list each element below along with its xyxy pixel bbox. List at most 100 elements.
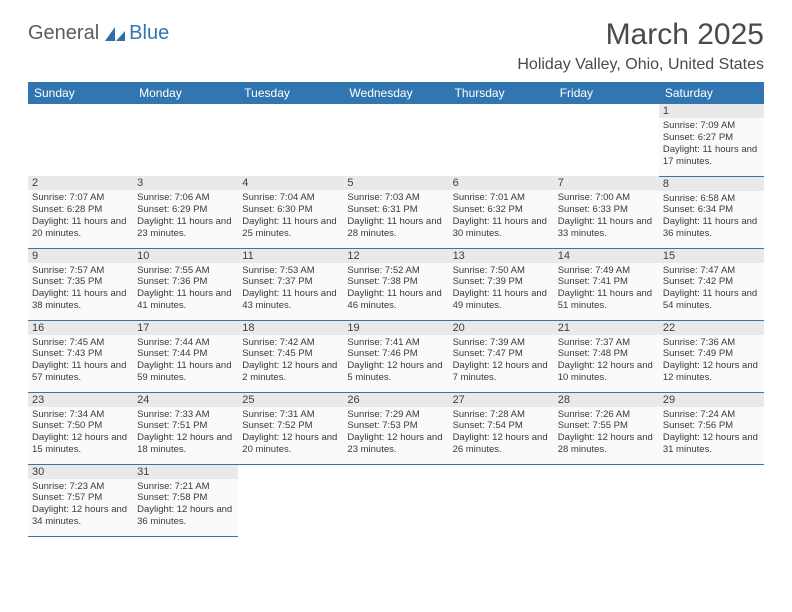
weekday-header: Tuesday <box>238 82 343 104</box>
day-number: 24 <box>133 393 238 407</box>
calendar-day-cell: 22 Sunrise: 7:36 AMSunset: 7:49 PMDayligh… <box>659 320 764 392</box>
weekday-header: Friday <box>554 82 659 104</box>
calendar-day-cell: 15 Sunrise: 7:47 AMSunset: 7:42 PMDayligh… <box>659 248 764 320</box>
day-number: 30 <box>28 465 133 479</box>
day-info: Sunrise: 7:47 AMSunset: 7:42 PMDaylight:… <box>663 265 760 313</box>
logo-word-1: General <box>28 22 99 45</box>
calendar-day-cell <box>343 464 448 536</box>
day-info: Sunrise: 7:52 AMSunset: 7:38 PMDaylight:… <box>347 265 444 313</box>
day-number: 19 <box>343 321 448 335</box>
day-number: 14 <box>554 249 659 263</box>
day-number: 22 <box>659 321 764 335</box>
day-number: 1 <box>659 104 764 118</box>
weekday-header-row: Sunday Monday Tuesday Wednesday Thursday… <box>28 82 764 104</box>
calendar-day-cell: 30 Sunrise: 7:23 AMSunset: 7:57 PMDayligh… <box>28 464 133 536</box>
day-number: 15 <box>659 249 764 263</box>
calendar-day-cell: 12 Sunrise: 7:52 AMSunset: 7:38 PMDayligh… <box>343 248 448 320</box>
month-title: March 2025 <box>517 18 764 52</box>
day-info: Sunrise: 7:21 AMSunset: 7:58 PMDaylight:… <box>137 481 234 529</box>
day-number: 18 <box>238 321 343 335</box>
weekday-header: Thursday <box>449 82 554 104</box>
calendar-day-cell: 2 Sunrise: 7:07 AMSunset: 6:28 PMDaylight… <box>28 176 133 248</box>
calendar-day-cell <box>28 104 133 176</box>
weekday-header: Wednesday <box>343 82 448 104</box>
day-info: Sunrise: 7:06 AMSunset: 6:29 PMDaylight:… <box>137 192 234 240</box>
day-info: Sunrise: 7:53 AMSunset: 7:37 PMDaylight:… <box>242 265 339 313</box>
day-number: 11 <box>238 249 343 263</box>
calendar-day-cell: 10 Sunrise: 7:55 AMSunset: 7:36 PMDayligh… <box>133 248 238 320</box>
calendar-day-cell <box>343 104 448 176</box>
day-info: Sunrise: 7:07 AMSunset: 6:28 PMDaylight:… <box>32 192 129 240</box>
day-info: Sunrise: 7:57 AMSunset: 7:35 PMDaylight:… <box>32 265 129 313</box>
calendar-day-cell: 23 Sunrise: 7:34 AMSunset: 7:50 PMDayligh… <box>28 392 133 464</box>
day-number: 21 <box>554 321 659 335</box>
day-info: Sunrise: 7:55 AMSunset: 7:36 PMDaylight:… <box>137 265 234 313</box>
day-number: 5 <box>343 176 448 190</box>
day-number: 12 <box>343 249 448 263</box>
calendar-day-cell: 18 Sunrise: 7:42 AMSunset: 7:45 PMDayligh… <box>238 320 343 392</box>
day-info: Sunrise: 7:39 AMSunset: 7:47 PMDaylight:… <box>453 337 550 385</box>
calendar-day-cell <box>133 104 238 176</box>
calendar-day-cell: 16Sunrise: 7:45 AMSunset: 7:43 PMDayligh… <box>28 320 133 392</box>
header-right: March 2025 Holiday Valley, Ohio, United … <box>517 18 764 82</box>
day-info: Sunrise: 7:29 AMSunset: 7:53 PMDaylight:… <box>347 409 444 457</box>
calendar-day-cell: 28 Sunrise: 7:26 AMSunset: 7:55 PMDayligh… <box>554 392 659 464</box>
day-info: Sunrise: 7:36 AMSunset: 7:49 PMDaylight:… <box>663 337 760 385</box>
day-info: Sunrise: 7:31 AMSunset: 7:52 PMDaylight:… <box>242 409 339 457</box>
calendar-day-cell: 13Sunrise: 7:50 AMSunset: 7:39 PMDayligh… <box>449 248 554 320</box>
calendar-day-cell: 29 Sunrise: 7:24 AMSunset: 7:56 PMDayligh… <box>659 392 764 464</box>
calendar-week-row: 16Sunrise: 7:45 AMSunset: 7:43 PMDayligh… <box>28 320 764 392</box>
day-number: 13 <box>449 249 554 263</box>
day-number: 23 <box>28 393 133 407</box>
calendar-day-cell: 6 Sunrise: 7:01 AMSunset: 6:32 PMDaylight… <box>449 176 554 248</box>
day-info: Sunrise: 7:01 AMSunset: 6:32 PMDaylight:… <box>453 192 550 240</box>
calendar-day-cell: 4Sunrise: 7:04 AMSunset: 6:30 PMDaylight… <box>238 176 343 248</box>
day-info: Sunrise: 7:42 AMSunset: 7:45 PMDaylight:… <box>242 337 339 385</box>
day-number: 7 <box>554 176 659 190</box>
calendar-day-cell: 11 Sunrise: 7:53 AMSunset: 7:37 PMDayligh… <box>238 248 343 320</box>
calendar-day-cell: 31 Sunrise: 7:21 AMSunset: 7:58 PMDayligh… <box>133 464 238 536</box>
calendar-day-cell: 1Sunrise: 7:09 AMSunset: 6:27 PMDaylight… <box>659 104 764 176</box>
calendar-day-cell <box>554 464 659 536</box>
day-number: 31 <box>133 465 238 479</box>
calendar-day-cell: 3Sunrise: 7:06 AMSunset: 6:29 PMDaylight… <box>133 176 238 248</box>
calendar-day-cell: 24Sunrise: 7:33 AMSunset: 7:51 PMDayligh… <box>133 392 238 464</box>
calendar-week-row: 2 Sunrise: 7:07 AMSunset: 6:28 PMDaylight… <box>28 176 764 248</box>
calendar-day-cell <box>238 464 343 536</box>
weekday-header: Monday <box>133 82 238 104</box>
calendar-day-cell <box>449 104 554 176</box>
day-number: 9 <box>28 249 133 263</box>
day-info: Sunrise: 7:00 AMSunset: 6:33 PMDaylight:… <box>558 192 655 240</box>
day-number: 10 <box>133 249 238 263</box>
day-info: Sunrise: 7:26 AMSunset: 7:55 PMDaylight:… <box>558 409 655 457</box>
day-number: 8 <box>659 177 764 191</box>
calendar-body: 1Sunrise: 7:09 AMSunset: 6:27 PMDaylight… <box>28 104 764 536</box>
day-number: 20 <box>449 321 554 335</box>
calendar-day-cell <box>554 104 659 176</box>
day-number: 2 <box>28 176 133 190</box>
calendar-week-row: 23 Sunrise: 7:34 AMSunset: 7:50 PMDayligh… <box>28 392 764 464</box>
calendar-day-cell: 5 Sunrise: 7:03 AMSunset: 6:31 PMDaylight… <box>343 176 448 248</box>
day-info: Sunrise: 7:41 AMSunset: 7:46 PMDaylight:… <box>347 337 444 385</box>
weekday-header: Saturday <box>659 82 764 104</box>
calendar-day-cell <box>238 104 343 176</box>
day-info: Sunrise: 7:44 AMSunset: 7:44 PMDaylight:… <box>137 337 234 385</box>
day-info: Sunrise: 7:34 AMSunset: 7:50 PMDaylight:… <box>32 409 129 457</box>
day-info: Sunrise: 6:58 AMSunset: 6:34 PMDaylight:… <box>663 193 760 241</box>
day-info: Sunrise: 7:03 AMSunset: 6:31 PMDaylight:… <box>347 192 444 240</box>
day-info: Sunrise: 7:23 AMSunset: 7:57 PMDaylight:… <box>32 481 129 529</box>
calendar-day-cell: 17Sunrise: 7:44 AMSunset: 7:44 PMDayligh… <box>133 320 238 392</box>
calendar-day-cell: 25Sunrise: 7:31 AMSunset: 7:52 PMDayligh… <box>238 392 343 464</box>
day-info: Sunrise: 7:24 AMSunset: 7:56 PMDaylight:… <box>663 409 760 457</box>
day-number: 29 <box>659 393 764 407</box>
day-number: 16 <box>28 321 133 335</box>
calendar-week-row: 9 Sunrise: 7:57 AMSunset: 7:35 PMDaylight… <box>28 248 764 320</box>
day-number: 6 <box>449 176 554 190</box>
calendar-day-cell: 7 Sunrise: 7:00 AMSunset: 6:33 PMDaylight… <box>554 176 659 248</box>
calendar-day-cell <box>449 464 554 536</box>
calendar-table: Sunday Monday Tuesday Wednesday Thursday… <box>28 82 764 537</box>
day-number: 28 <box>554 393 659 407</box>
calendar-day-cell: 26Sunrise: 7:29 AMSunset: 7:53 PMDayligh… <box>343 392 448 464</box>
logo: General Blue <box>28 22 169 45</box>
calendar-day-cell: 27Sunrise: 7:28 AMSunset: 7:54 PMDayligh… <box>449 392 554 464</box>
